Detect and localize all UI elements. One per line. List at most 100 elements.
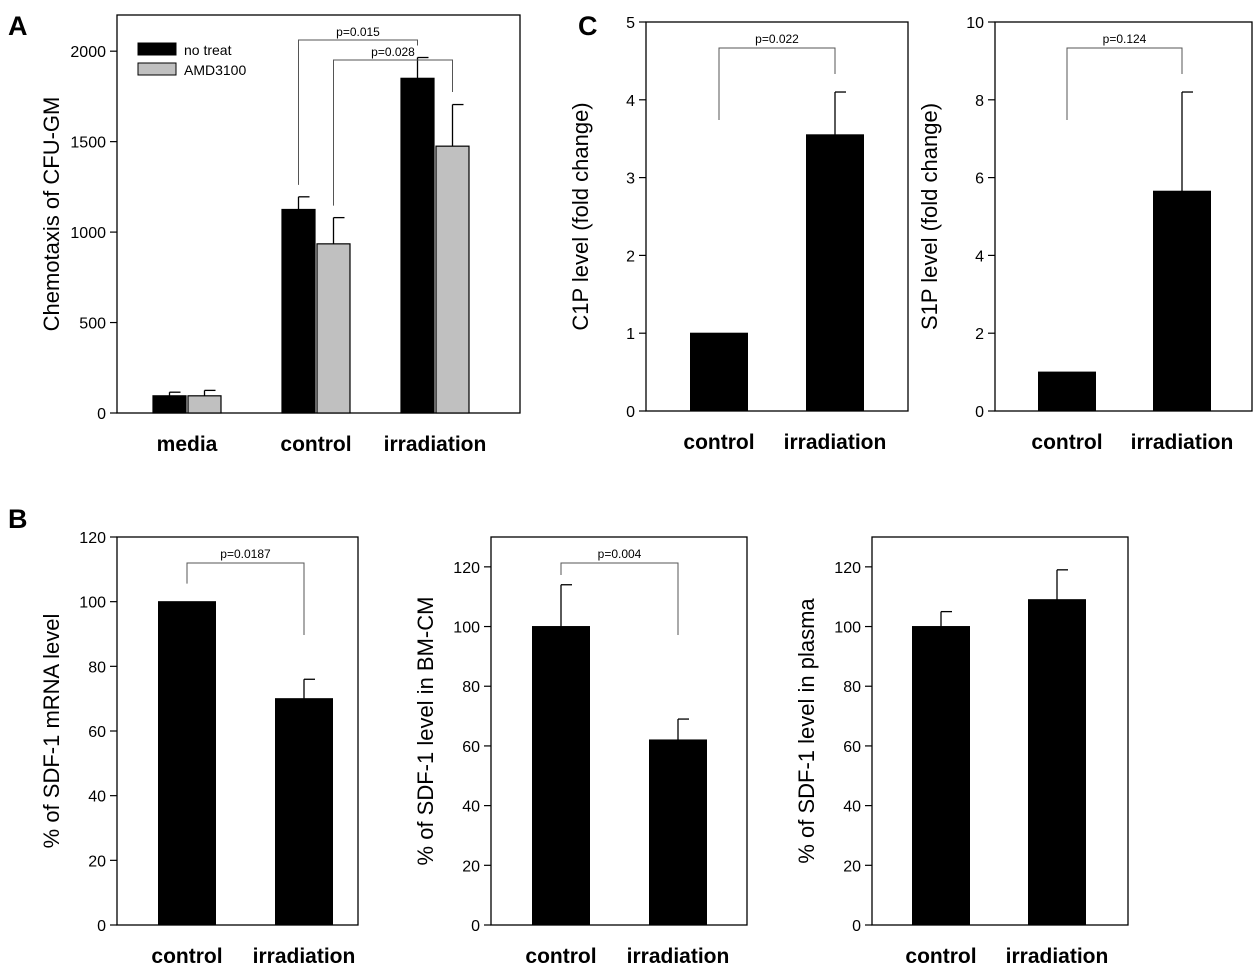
legend-label: no treat: [184, 42, 232, 58]
bar-irradiation: [1153, 190, 1211, 412]
x-category-label: control: [525, 945, 596, 968]
p-value-label: p=0.004: [598, 547, 642, 561]
y-tick-label: 1000: [70, 225, 106, 242]
x-category-label: control: [151, 945, 222, 968]
bar-media-no-treat: [152, 395, 187, 414]
y-tick-label: 120: [834, 560, 861, 577]
p-value-label: p=0.022: [755, 32, 799, 46]
y-tick-label: 4: [975, 248, 984, 265]
y-tick-label: 1: [626, 326, 635, 343]
p-value-label: p=0.015: [336, 25, 380, 39]
y-tick-label: 20: [462, 858, 480, 875]
significance-bracket: [1066, 47, 1183, 120]
bar-control: [532, 626, 590, 926]
x-category-label: irradiation: [1006, 945, 1109, 968]
y-tick-label: 20: [843, 858, 861, 875]
significance-bracket: [186, 562, 305, 635]
y-tick-label: 120: [79, 530, 106, 547]
bar-irradiation: [275, 698, 333, 926]
bar-irradiation-no-treat: [400, 77, 435, 414]
y-tick-label: 80: [843, 679, 861, 696]
x-category-label: control: [683, 431, 754, 454]
x-category-label: control: [280, 433, 351, 456]
plot-frame: [994, 21, 1253, 412]
bar-irradiation: [649, 739, 707, 926]
x-category-label: irradiation: [384, 433, 487, 456]
y-tick-label: 80: [88, 659, 106, 676]
chart-b1: 0 20 40 60 80 100 120 % of SDF-1 mRNA level cont…: [39, 530, 359, 968]
y-tick-label: 20: [88, 853, 106, 870]
y-tick-label: 0: [471, 918, 480, 935]
y-tick-label: 5: [626, 15, 635, 32]
chart-c1: 0 1 2 3 4 5 C1P level (fold change) control irra…: [568, 15, 909, 454]
y-tick-label: 60: [843, 739, 861, 756]
bar-control: [1038, 371, 1096, 412]
bar-irradiation: [806, 134, 864, 412]
x-category-label: media: [157, 433, 218, 456]
chart-b3: 0 20 40 60 80 100 120 % of SDF-1 level in plasm…: [794, 536, 1129, 968]
y-axis-title: S1P level (fold change): [917, 103, 942, 330]
bar-control: [690, 332, 748, 412]
p-value-label: p=0.0187: [220, 547, 271, 561]
panel-letter-a: A: [8, 11, 28, 41]
y-tick-label: 2: [626, 248, 635, 265]
bar-control-no-treat: [281, 208, 316, 414]
bar-irradiation: [1028, 599, 1086, 926]
bar-control: [158, 601, 216, 926]
y-tick-label: 40: [88, 789, 106, 806]
y-tick-label: 120: [453, 560, 480, 577]
bar-media-amd3100: [187, 395, 222, 414]
chart-b2: 0 20 40 60 80 100 120 % of SDF-1 level in BM-CM…: [413, 536, 748, 968]
y-tick-label: 2000: [70, 44, 106, 61]
bar-control-amd3100: [316, 243, 351, 414]
chart-c2: 0 2 4 6 8 10 S1P level (fold change) control irr…: [917, 15, 1253, 454]
y-tick-label: 0: [975, 404, 984, 421]
y-tick-label: 0: [97, 918, 106, 935]
y-axis-title: Chemotaxis of CFU-GM: [39, 97, 64, 332]
y-tick-label: 0: [97, 406, 106, 423]
chart-a: 0 500 1000 1500 2000 Chemotaxis of CFU-GM medi…: [39, 14, 521, 456]
y-axis-title: % of SDF-1 level in plasma: [794, 598, 819, 864]
y-tick-label: 60: [462, 739, 480, 756]
x-category-label: irradiation: [1131, 431, 1234, 454]
y-tick-label: 40: [843, 799, 861, 816]
bar-control: [912, 626, 970, 926]
panel-letter-c: C: [578, 11, 598, 41]
y-tick-label: 100: [834, 620, 861, 637]
y-tick-label: 40: [462, 799, 480, 816]
y-tick-label: 100: [453, 620, 480, 637]
y-axis-title: % of SDF-1 level in BM-CM: [413, 597, 438, 866]
x-category-label: irradiation: [253, 945, 356, 968]
x-category-label: control: [905, 945, 976, 968]
y-tick-label: 1500: [70, 135, 106, 152]
legend-swatch-no-treat: [137, 42, 177, 56]
y-tick-label: 0: [626, 404, 635, 421]
y-tick-label: 4: [626, 93, 635, 110]
y-tick-label: 500: [79, 316, 106, 333]
significance-bracket: [333, 59, 453, 206]
plot-frame: [490, 536, 748, 926]
plot-frame: [645, 21, 909, 412]
y-tick-label: 6: [975, 171, 984, 188]
x-category-label: irradiation: [784, 431, 887, 454]
y-tick-label: 80: [462, 679, 480, 696]
y-tick-label: 100: [79, 595, 106, 612]
panel-letter-b: B: [8, 504, 28, 534]
plot-frame: [871, 536, 1129, 926]
y-tick-label: 3: [626, 171, 635, 188]
bar-irradiation-amd3100: [435, 145, 470, 414]
y-tick-label: 10: [966, 15, 984, 32]
significance-bracket: [560, 562, 679, 635]
p-value-label: p=0.124: [1103, 32, 1147, 46]
y-tick-label: 60: [88, 724, 106, 741]
y-axis-title: % of SDF-1 mRNA level: [39, 614, 64, 849]
legend-swatch-amd3100: [137, 62, 177, 76]
y-tick-label: 0: [852, 918, 861, 935]
y-axis-title: C1P level (fold change): [568, 102, 593, 330]
x-category-label: irradiation: [627, 945, 730, 968]
y-tick-label: 8: [975, 93, 984, 110]
legend-label: AMD3100: [184, 62, 246, 78]
y-tick-label: 2: [975, 326, 984, 343]
